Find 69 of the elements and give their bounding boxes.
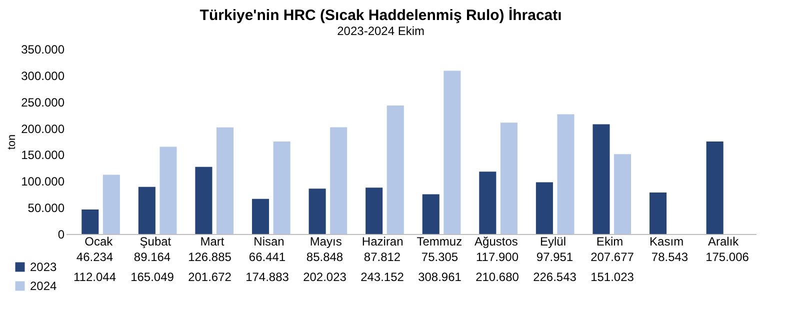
bar — [160, 146, 177, 234]
bar — [330, 127, 348, 234]
bar — [102, 174, 120, 234]
data-label: 201.672 — [188, 270, 232, 284]
data-label: 75.305 — [421, 250, 458, 264]
bar — [138, 186, 156, 234]
bar — [706, 141, 724, 234]
y-tick-label: 100.000 — [21, 174, 65, 189]
data-label: 226.543 — [533, 270, 577, 284]
data-label: 175.006 — [706, 250, 750, 264]
x-tick-label: Ocak — [84, 234, 114, 248]
data-label: 210.680 — [476, 270, 520, 284]
x-tick-label: Temmuz — [416, 234, 462, 248]
x-tick-label: Ağustos — [474, 234, 518, 248]
bar — [592, 124, 610, 234]
y-tick-label: 0 — [58, 228, 65, 242]
chart-title: Türkiye'nin HRC (Sıcak Haddelenmiş Rulo) İhracatı — [200, 7, 562, 24]
data-label: 151.023 — [590, 270, 634, 284]
y-tick-label: 250.000 — [21, 95, 65, 110]
y-tick-label: 350.000 — [21, 42, 65, 56]
legend-label: 2023 — [30, 260, 58, 274]
x-tick-label: Haziran — [362, 234, 404, 248]
bar — [444, 70, 461, 234]
data-label: 243.152 — [360, 270, 404, 284]
x-tick-label: Aralık — [708, 234, 740, 248]
bar — [614, 154, 632, 234]
y-tick-label: 200.000 — [21, 122, 65, 136]
data-label: 97.951 — [536, 250, 574, 264]
data-label: 207.677 — [590, 250, 634, 264]
bar — [366, 188, 383, 234]
data-label: 78.543 — [651, 250, 688, 264]
bar — [308, 188, 326, 234]
y-tick-label: 300.000 — [21, 68, 65, 83]
x-tick-label: Eylül — [540, 234, 566, 248]
data-label: 89.164 — [134, 250, 171, 264]
bar — [650, 192, 667, 234]
bar — [195, 166, 212, 234]
bar — [82, 210, 99, 234]
bar — [536, 182, 553, 234]
data-label: 174.883 — [246, 270, 290, 284]
x-tick-label: Şubat — [140, 234, 172, 248]
bar — [252, 198, 270, 234]
bar — [273, 142, 290, 234]
data-label: 117.900 — [476, 250, 519, 264]
data-label: 87.812 — [364, 250, 401, 264]
data-label: 202.023 — [303, 270, 347, 284]
data-label: 308.961 — [418, 270, 462, 284]
data-label: 165.049 — [130, 270, 174, 284]
data-label: 85.848 — [306, 250, 344, 264]
y-axis-title: ton — [6, 134, 18, 150]
chart-subtitle: 2023-2024 Ekim — [337, 24, 425, 38]
y-tick-label: 50.000 — [28, 201, 65, 216]
data-label: 66.441 — [248, 250, 286, 264]
x-tick-label: Ekim — [596, 234, 624, 248]
bar — [479, 172, 496, 234]
bar — [500, 122, 518, 234]
bar — [386, 105, 404, 234]
x-tick-label: Nisan — [254, 234, 284, 248]
y-tick-label: 150.000 — [21, 148, 65, 162]
x-tick-label: Mart — [200, 234, 225, 248]
data-label: 112.044 — [74, 270, 116, 284]
data-label: 126.885 — [188, 250, 232, 264]
bar — [557, 114, 574, 234]
x-tick-label: Kasım — [650, 234, 684, 248]
data-label: 46.234 — [76, 250, 114, 264]
bar — [216, 127, 234, 234]
legend-label: 2024 — [30, 279, 58, 293]
x-tick-label: Mayıs — [310, 234, 342, 248]
bar — [422, 194, 440, 234]
